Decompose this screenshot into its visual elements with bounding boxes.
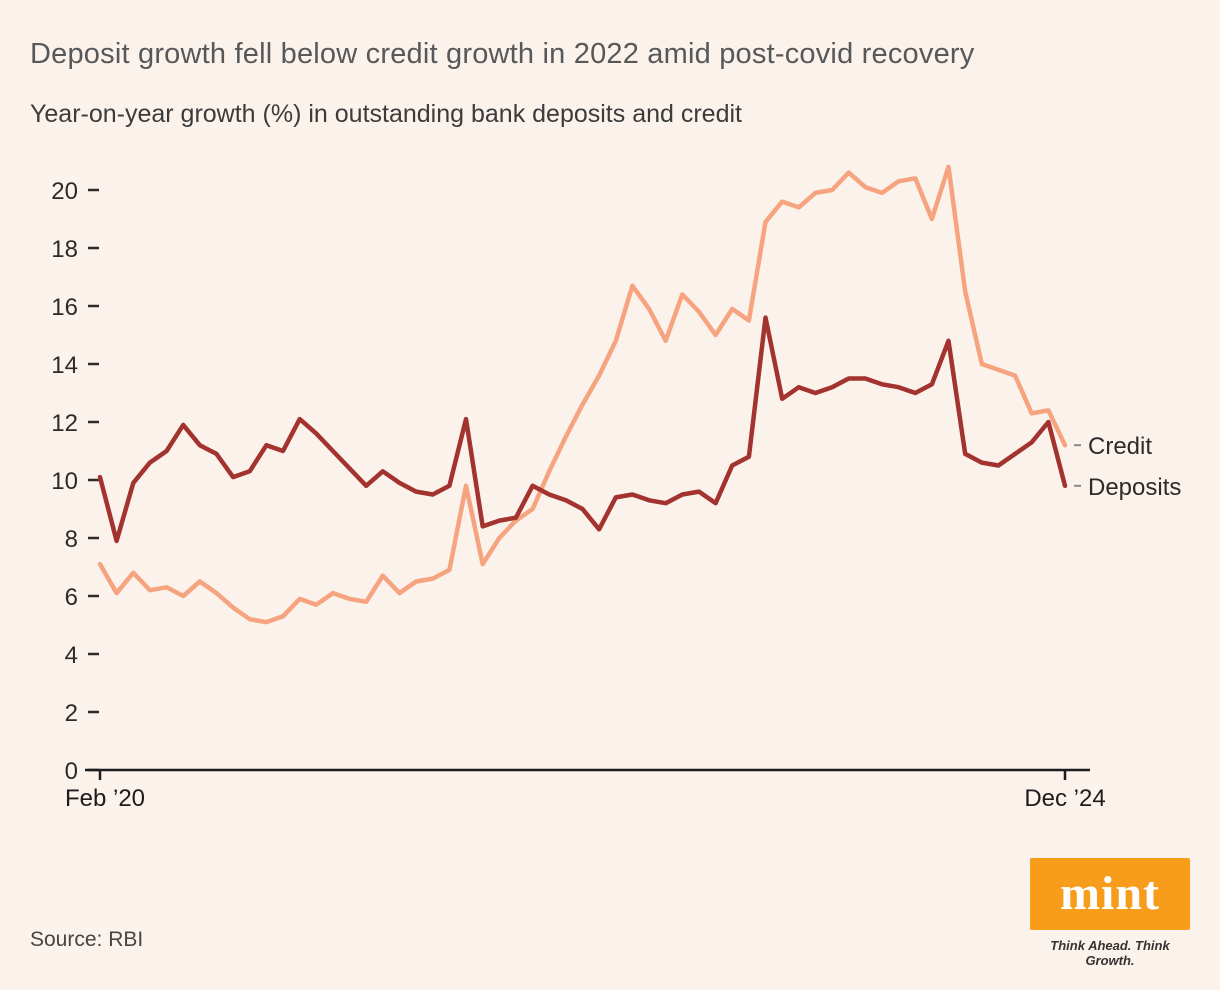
y-tick-label: 14 — [51, 352, 78, 379]
y-tick-label: 4 — [65, 642, 78, 669]
y-tick-label: 6 — [65, 584, 78, 611]
x-axis-end-label: Dec ’24 — [1024, 785, 1105, 812]
y-tick-label: 8 — [65, 526, 78, 553]
source-note: Source: RBI — [30, 928, 144, 951]
y-tick-label: 10 — [51, 468, 78, 495]
y-tick-label: 18 — [51, 236, 78, 263]
credit-series-label: Credit — [1088, 433, 1152, 460]
y-tick-label: 20 — [51, 178, 78, 205]
x-axis-start-label: Feb ’20 — [65, 785, 145, 812]
deposits-series-label: Deposits — [1088, 474, 1181, 501]
deposits-line — [97, 315, 1068, 544]
chart-title: Deposit growth fell below credit growth … — [30, 38, 975, 70]
y-tick-label: 0 — [65, 758, 78, 785]
chart-subtitle: Year-on-year growth (%) in outstanding b… — [30, 100, 742, 128]
mint-logo-text: mint — [1060, 867, 1160, 920]
y-tick-label: 2 — [65, 700, 78, 727]
credit-line — [97, 164, 1068, 625]
y-tick-label: 12 — [51, 410, 78, 437]
mint-logo: mint — [1030, 858, 1190, 930]
brand-tagline: Think Ahead. Think Growth. — [1050, 938, 1170, 968]
y-tick-label: 16 — [51, 294, 78, 321]
